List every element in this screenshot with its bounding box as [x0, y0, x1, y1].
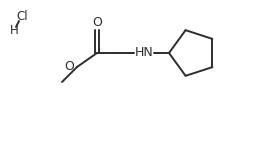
Text: O: O	[64, 60, 74, 72]
Text: H: H	[10, 24, 18, 38]
Text: O: O	[92, 16, 102, 30]
Text: HN: HN	[135, 46, 153, 60]
Text: Cl: Cl	[16, 11, 28, 24]
